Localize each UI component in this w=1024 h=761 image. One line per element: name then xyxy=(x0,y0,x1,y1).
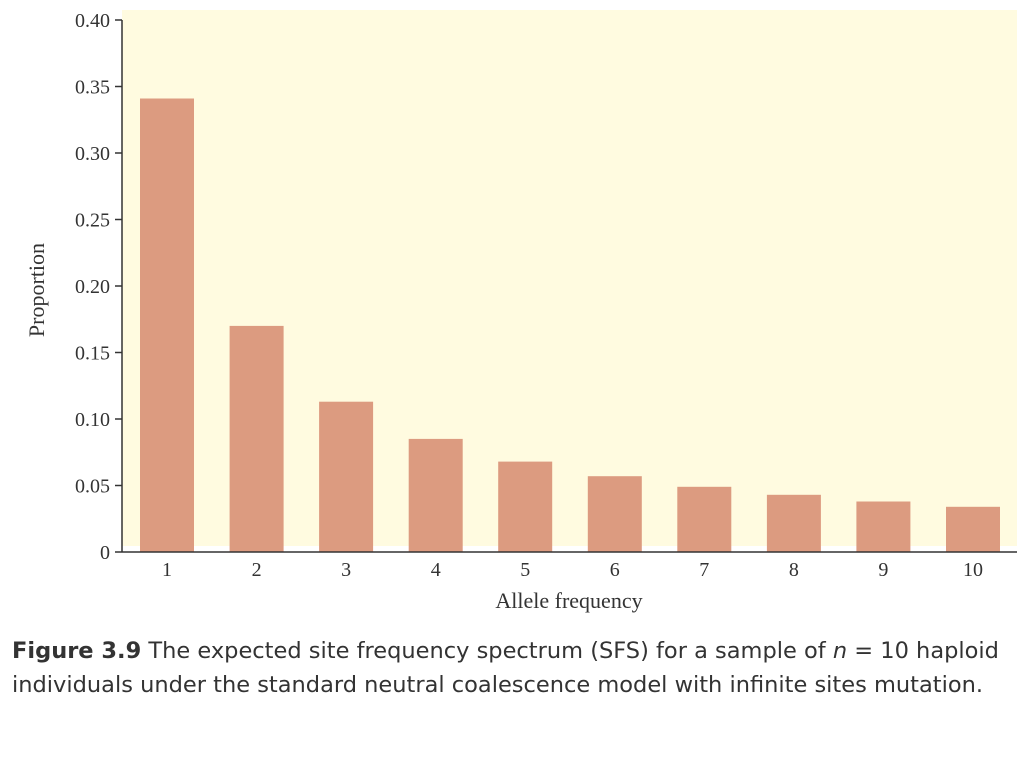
bar-7 xyxy=(677,486,732,552)
figure-label: Figure 3.9 xyxy=(12,638,142,664)
y-tick-label-0.35: 0.35 xyxy=(75,77,110,99)
x-tick-label-9: 9 xyxy=(878,559,888,581)
y-tick-label-0.05: 0.05 xyxy=(75,476,110,498)
bar-9 xyxy=(856,501,911,552)
x-axis-title: Allele frequency xyxy=(495,588,642,613)
bar-3 xyxy=(319,401,374,552)
x-tick-label-6: 6 xyxy=(610,559,620,581)
x-tick-label-2: 2 xyxy=(252,559,262,581)
bar-6 xyxy=(587,476,642,552)
bar-8 xyxy=(766,494,821,552)
bar-5 xyxy=(498,461,553,552)
y-tick-label-0.10: 0.10 xyxy=(75,409,110,431)
bar-2 xyxy=(229,325,284,552)
figure-caption: Figure 3.9 The expected site frequency s… xyxy=(12,634,1012,702)
y-tick-label-0: 0 xyxy=(100,542,110,564)
x-tick-label-5: 5 xyxy=(520,559,530,581)
bars xyxy=(140,98,1000,552)
x-tick-label-10: 10 xyxy=(963,559,983,581)
y-axis-title: Proportion xyxy=(24,243,49,337)
y-tick-label-0.20: 0.20 xyxy=(75,276,110,298)
bar-chart: 0 0.05 0.10 0.15 0.20 0.25 0.30 0.35 0.40 1 2 3 4 5 6… xyxy=(24,10,1017,613)
caption-text-part-2: = 10 haploid individuals under the stand… xyxy=(12,638,999,698)
y-axis: 0 0.05 0.10 0.15 0.20 0.25 0.30 0.35 0.40 xyxy=(75,10,123,564)
y-tick-label-0.15: 0.15 xyxy=(75,343,110,365)
x-tick-label-8: 8 xyxy=(789,559,799,581)
x-tick-label-1: 1 xyxy=(162,559,172,581)
caption-n-symbol: n xyxy=(832,638,848,664)
bar-1 xyxy=(140,98,194,552)
y-tick-label-0.40: 0.40 xyxy=(75,10,110,32)
x-tick-label-7: 7 xyxy=(699,559,709,581)
x-tick-label-4: 4 xyxy=(431,559,441,581)
x-tick-label-3: 3 xyxy=(341,559,351,581)
x-axis: 1 2 3 4 5 6 7 8 9 10 xyxy=(122,551,1017,581)
y-tick-label-0.30: 0.30 xyxy=(75,143,110,165)
caption-text-part-1: The expected site frequency spectrum (SF… xyxy=(148,638,826,664)
bar-4 xyxy=(408,438,463,552)
y-tick-label-0.25: 0.25 xyxy=(75,210,110,232)
bar-10 xyxy=(946,506,1000,552)
